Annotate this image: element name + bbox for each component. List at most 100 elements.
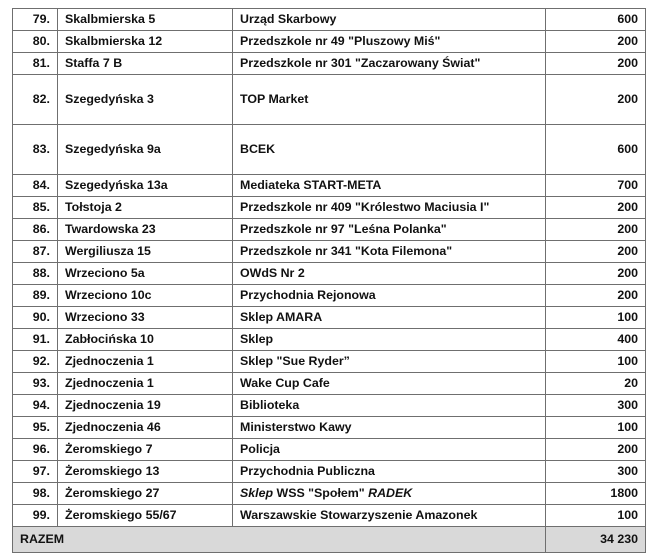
row-index-cell: 95. bbox=[12, 416, 58, 439]
value-cell: 200 bbox=[545, 196, 646, 219]
address-cell: Wrzeciono 10c bbox=[57, 284, 233, 307]
address-cell: Skalbmierska 12 bbox=[57, 30, 233, 53]
table-row: 97. Żeromskiego 13 Przychodnia Publiczna 30… bbox=[12, 460, 646, 483]
row-index-cell: 91. bbox=[12, 328, 58, 351]
institution-name-cell: Przedszkole nr 49 "Pluszowy Miś" bbox=[232, 30, 546, 53]
row-index-cell: 89. bbox=[12, 284, 58, 307]
value-cell: 100 bbox=[545, 416, 646, 439]
row-index-cell: 81. bbox=[12, 52, 58, 75]
institution-name-cell: Przedszkole nr 301 "Zaczarowany Świat" bbox=[232, 52, 546, 75]
institution-name-cell: Sklep bbox=[232, 328, 546, 351]
row-index-cell: 79. bbox=[12, 8, 58, 31]
address-cell: Skalbmierska 5 bbox=[57, 8, 233, 31]
table-row: 87. Wergiliusza 15 Przedszkole nr 341 "Kot… bbox=[12, 240, 646, 263]
total-label: RAZEM bbox=[12, 526, 546, 553]
row-index-cell: 98. bbox=[12, 482, 58, 505]
row-index-cell: 87. bbox=[12, 240, 58, 263]
value-cell: 100 bbox=[545, 504, 646, 527]
value-cell: 200 bbox=[545, 218, 646, 241]
row-index-cell: 85. bbox=[12, 196, 58, 219]
institution-name-part: Sklep bbox=[240, 486, 274, 501]
value-cell: 200 bbox=[545, 52, 646, 75]
institution-name-cell: Mediateka START-META bbox=[232, 174, 546, 197]
address-cell: Zjednoczenia 1 bbox=[57, 372, 233, 395]
institution-name-cell: OWdS Nr 2 bbox=[232, 262, 546, 285]
value-cell: 1800 bbox=[545, 482, 646, 505]
table-row: 92. Zjednoczenia 1 Sklep "Sue Ryder” 100 bbox=[12, 350, 646, 373]
institution-name-cell: Ministerstwo Kawy bbox=[232, 416, 546, 439]
value-cell: 300 bbox=[545, 460, 646, 483]
table-row: 88. Wrzeciono 5a OWdS Nr 2 200 bbox=[12, 262, 646, 285]
institution-name-cell: Przedszkole nr 409 "Królestwo Maciusia I… bbox=[232, 196, 546, 219]
value-cell: 200 bbox=[545, 438, 646, 461]
row-index-cell: 96. bbox=[12, 438, 58, 461]
row-index-cell: 80. bbox=[12, 30, 58, 53]
institution-name-cell: Biblioteka bbox=[232, 394, 546, 417]
value-cell: 20 bbox=[545, 372, 646, 395]
address-cell: Zjednoczenia 19 bbox=[57, 394, 233, 417]
table-row: 89. Wrzeciono 10c Przychodnia Rejonowa 200 bbox=[12, 284, 646, 307]
address-cell: Tołstoja 2 bbox=[57, 196, 233, 219]
address-cell: Zabłocińska 10 bbox=[57, 328, 233, 351]
table-row: 98. Żeromskiego 27 Sklep WSS "Społem" RADE… bbox=[12, 482, 646, 505]
table-row: 81. Staffa 7 B Przedszkole nr 301 "Zaczaro… bbox=[12, 52, 646, 75]
table-body: 79. Skalbmierska 5 Urząd Skarbowy 600 80. Ska… bbox=[12, 8, 646, 553]
address-cell: Wrzeciono 33 bbox=[57, 306, 233, 329]
address-cell: Żeromskiego 7 bbox=[57, 438, 233, 461]
table-row: 84. Szegedyńska 13a Mediateka START-META 70… bbox=[12, 174, 646, 197]
institution-name-cell: Przedszkole nr 341 "Kota Filemona" bbox=[232, 240, 546, 263]
value-cell: 100 bbox=[545, 350, 646, 373]
value-cell: 400 bbox=[545, 328, 646, 351]
row-index-cell: 86. bbox=[12, 218, 58, 241]
row-index-cell: 82. bbox=[12, 74, 58, 125]
address-cell: Staffa 7 B bbox=[57, 52, 233, 75]
institution-name-cell: Wake Cup Cafe bbox=[232, 372, 546, 395]
value-cell: 200 bbox=[545, 30, 646, 53]
row-index-cell: 99. bbox=[12, 504, 58, 527]
value-cell: 200 bbox=[545, 284, 646, 307]
total-value: 34 230 bbox=[545, 526, 646, 553]
row-index-cell: 94. bbox=[12, 394, 58, 417]
table-row: 91. Zabłocińska 10 Sklep 400 bbox=[12, 328, 646, 351]
institution-name-cell: BCEK bbox=[232, 124, 546, 175]
institution-name-cell: TOP Market bbox=[232, 74, 546, 125]
total-row: RAZEM 34 230 bbox=[12, 526, 646, 553]
value-cell: 600 bbox=[545, 8, 646, 31]
institution-name-cell: Warszawskie Stowarzyszenie Amazonek bbox=[232, 504, 546, 527]
value-cell: 600 bbox=[545, 124, 646, 175]
institution-name-cell: Sklep "Sue Ryder” bbox=[232, 350, 546, 373]
address-cell: Wrzeciono 5a bbox=[57, 262, 233, 285]
table-row: 93. Zjednoczenia 1 Wake Cup Cafe 20 bbox=[12, 372, 646, 395]
institution-name-part: RADEK bbox=[368, 486, 413, 501]
address-cell: Zjednoczenia 1 bbox=[57, 350, 233, 373]
address-cell: Żeromskiego 13 bbox=[57, 460, 233, 483]
institution-name-cell: Sklep WSS "Społem" RADEK bbox=[232, 482, 546, 505]
address-cell: Żeromskiego 27 bbox=[57, 482, 233, 505]
address-cell: Zjednoczenia 46 bbox=[57, 416, 233, 439]
registry-table: 79. Skalbmierska 5 Urząd Skarbowy 600 80. Ska… bbox=[12, 8, 646, 553]
address-cell: Szegedyńska 3 bbox=[57, 74, 233, 125]
row-index-cell: 90. bbox=[12, 306, 58, 329]
value-cell: 200 bbox=[545, 240, 646, 263]
value-cell: 200 bbox=[545, 74, 646, 125]
institution-name-cell: Przychodnia Rejonowa bbox=[232, 284, 546, 307]
table-row: 83. Szegedyńska 9a BCEK 600 bbox=[12, 124, 646, 175]
row-index-cell: 92. bbox=[12, 350, 58, 373]
institution-name-cell: Sklep AMARA bbox=[232, 306, 546, 329]
address-cell: Szegedyńska 13a bbox=[57, 174, 233, 197]
row-index-cell: 93. bbox=[12, 372, 58, 395]
institution-name-cell: Przedszkole nr 97 "Leśna Polanka" bbox=[232, 218, 546, 241]
table-row: 99. Żeromskiego 55/67 Warszawskie Stowarzy… bbox=[12, 504, 646, 527]
address-cell: Żeromskiego 55/67 bbox=[57, 504, 233, 527]
table-row: 90. Wrzeciono 33 Sklep AMARA 100 bbox=[12, 306, 646, 329]
institution-name-part: WSS "Społem" bbox=[273, 486, 369, 501]
row-index-cell: 88. bbox=[12, 262, 58, 285]
table-row: 94. Zjednoczenia 19 Biblioteka 300 bbox=[12, 394, 646, 417]
table-row: 96. Żeromskiego 7 Policja 200 bbox=[12, 438, 646, 461]
value-cell: 300 bbox=[545, 394, 646, 417]
table-row: 80. Skalbmierska 12 Przedszkole nr 49 "Plu… bbox=[12, 30, 646, 53]
address-cell: Szegedyńska 9a bbox=[57, 124, 233, 175]
institution-name-cell: Policja bbox=[232, 438, 546, 461]
table-row: 86. Twardowska 23 Przedszkole nr 97 "Leśna… bbox=[12, 218, 646, 241]
